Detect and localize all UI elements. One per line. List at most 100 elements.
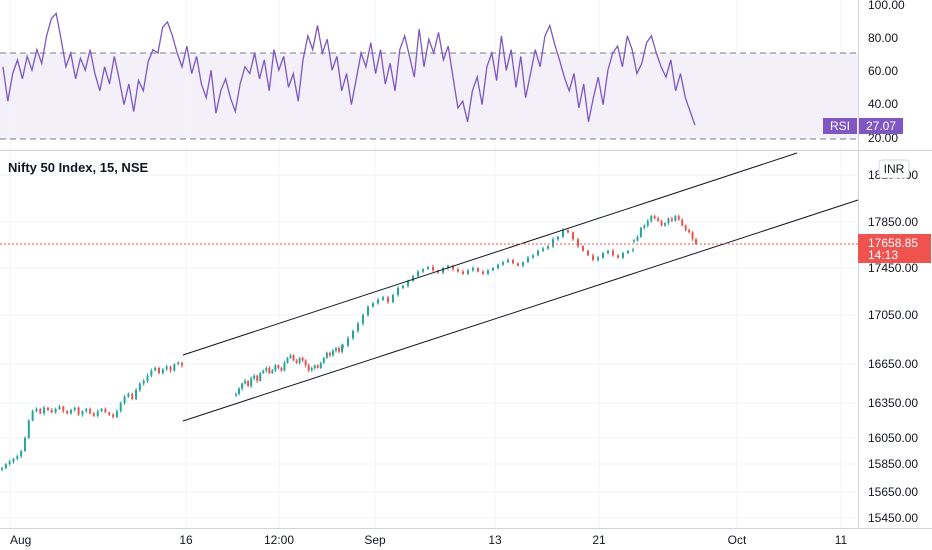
candle-body — [562, 230, 564, 237]
candle-body — [46, 407, 49, 410]
candle-body — [177, 362, 180, 364]
rsi-value-box — [859, 118, 903, 134]
candles-group — [1, 214, 697, 472]
candle-body — [247, 380, 250, 387]
currency-label: INR — [884, 162, 905, 176]
candle-body — [367, 306, 369, 315]
candle-body — [319, 362, 322, 368]
candle-body — [547, 246, 549, 249]
candle-body — [632, 249, 634, 251]
candle-body — [165, 366, 168, 370]
time-tick-label: 13 — [488, 533, 502, 547]
candle-body — [181, 362, 183, 366]
currency-badge-box[interactable] — [878, 159, 910, 179]
time-tick-label: 16 — [179, 533, 193, 547]
candle-body — [85, 408, 88, 412]
current-price-tag: 17658.85 14:13 — [858, 234, 931, 263]
vertical-grid — [9, 0, 842, 528]
time-tick-label: Sep — [364, 533, 386, 547]
candle-body — [427, 266, 429, 270]
candle-body — [20, 451, 23, 457]
rsi-tick-label: 20.00 — [868, 131, 898, 145]
price-tick-label: 15650.00 — [868, 485, 918, 499]
price-tick-label: 17850.00 — [868, 215, 918, 229]
candle-body — [472, 268, 474, 271]
price-tick-label: 15450.00 — [868, 511, 918, 525]
candle-body — [667, 218, 670, 224]
candle-body — [104, 408, 107, 413]
candle-body — [660, 220, 663, 226]
candle-body — [653, 216, 656, 219]
price-axis-ticks: 18250.0017850.0017450.0017050.0016650.00… — [868, 168, 918, 525]
rsi-series-line — [2, 12, 696, 126]
rsi-tick-label: 60.00 — [868, 64, 898, 78]
candle-body — [142, 380, 145, 384]
candle-body — [313, 365, 316, 368]
candle-body — [62, 406, 65, 412]
candle-body — [646, 220, 649, 226]
candle-body — [150, 370, 153, 376]
rsi-tick-label: 100.00 — [868, 0, 905, 12]
rsi-value-text: 27.07 — [866, 119, 896, 133]
channel-lower-trendline[interactable] — [182, 199, 859, 422]
candle-body — [664, 223, 666, 226]
candle-body — [341, 345, 343, 352]
candle-body — [482, 271, 484, 274]
horizontal-grid — [0, 174, 858, 519]
candle-body — [487, 270, 489, 274]
candle-body — [16, 456, 19, 459]
candle-body — [542, 248, 544, 251]
candle-body — [681, 219, 684, 226]
candle-body — [497, 264, 499, 268]
candle-body — [432, 266, 434, 271]
candle-body — [43, 407, 46, 414]
candle-body — [417, 271, 419, 277]
channel-upper-trendline[interactable] — [182, 152, 798, 356]
candle-body — [695, 239, 697, 244]
candle-body — [66, 411, 69, 414]
candle-body — [402, 285, 404, 288]
candle-body — [412, 276, 414, 281]
candle-body — [235, 393, 237, 396]
candle-body — [259, 373, 262, 381]
candle-body — [607, 250, 609, 254]
time-tick-label: 21 — [592, 533, 606, 547]
candle-body — [158, 367, 161, 374]
candle-body — [169, 366, 172, 371]
candle-body — [537, 250, 539, 256]
candle-body — [154, 367, 157, 371]
price-tick-label: 17050.00 — [868, 308, 918, 322]
candle-body — [316, 365, 319, 368]
candle-body — [633, 240, 635, 242]
candle-body — [244, 380, 247, 384]
rsi-label-text: RSI — [830, 119, 850, 133]
candle-body — [325, 352, 328, 358]
candle-body — [54, 408, 57, 413]
price-tick-label: 17450.00 — [868, 261, 918, 275]
candle-body — [643, 225, 646, 228]
candle-body — [532, 255, 534, 258]
candle-body — [492, 268, 494, 271]
candle-body — [265, 367, 268, 371]
candle-body — [119, 403, 122, 412]
candle-body — [280, 367, 283, 371]
candle-body — [292, 355, 295, 361]
candle-body — [253, 375, 256, 379]
candle-body — [612, 250, 614, 256]
current-price-text: 17658.85 — [868, 236, 918, 250]
chart-title: Nifty 50 Index, 15, NSE — [8, 160, 148, 175]
candle-body — [617, 255, 619, 258]
candle-body — [100, 408, 103, 412]
candle-body — [271, 370, 274, 374]
candle-body — [527, 257, 529, 263]
rsi-value-tag: RSI 27.07 — [823, 118, 903, 134]
candle-body — [238, 388, 241, 394]
candle-body — [507, 259, 509, 263]
candle-body — [295, 360, 298, 363]
currency-badge[interactable]: INR — [878, 159, 910, 179]
candle-body — [688, 230, 691, 233]
price-tick-label: 15850.00 — [868, 457, 918, 471]
candle-body — [322, 357, 325, 363]
rsi-band-fill — [0, 53, 858, 139]
